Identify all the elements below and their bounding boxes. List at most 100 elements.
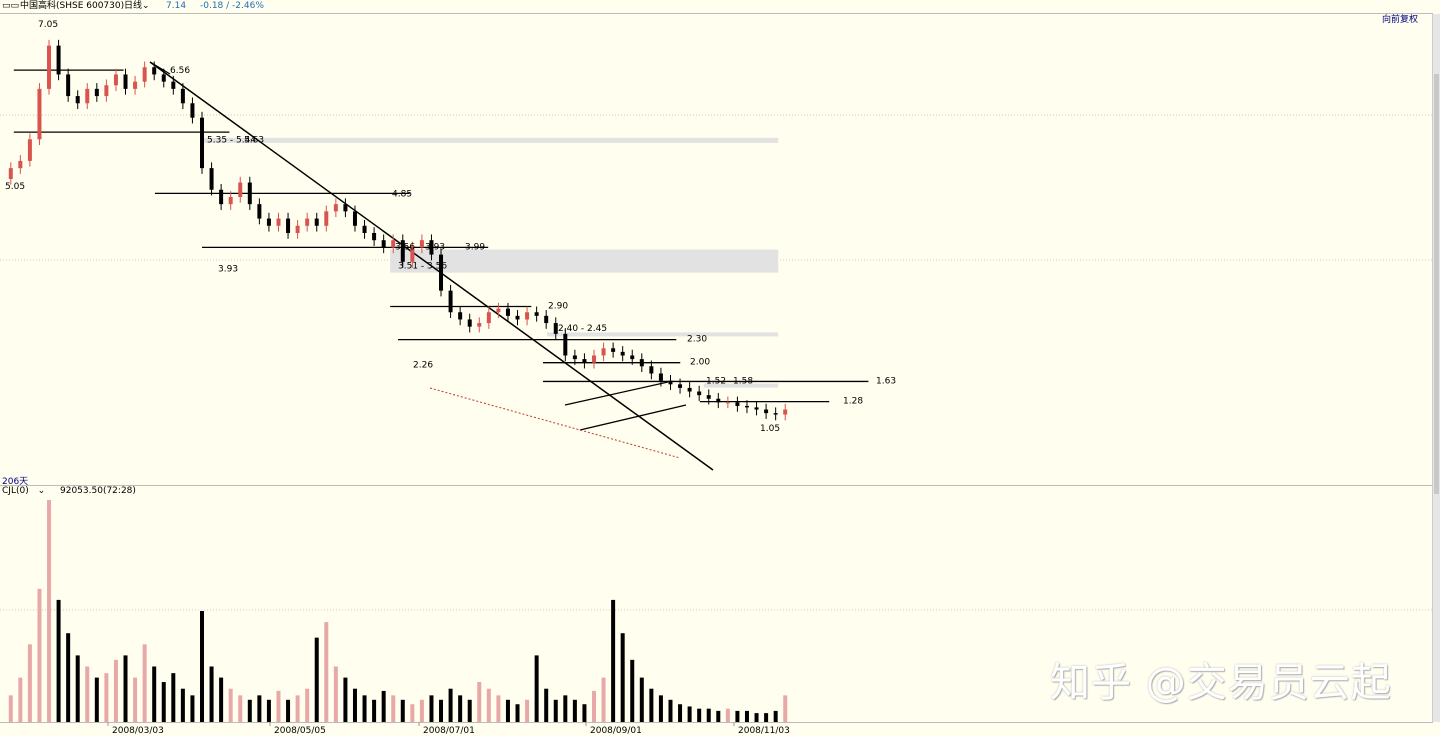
volume-bar [725, 708, 730, 722]
time-axis-label: 2008/09/01 [590, 726, 642, 736]
last-price: 7.14 [166, 1, 187, 11]
volume-bar [27, 644, 32, 722]
trend-line-cap [149, 61, 171, 75]
volume-bar [85, 666, 90, 722]
volume-bar [515, 704, 520, 722]
candle-body [496, 308, 501, 313]
period-selector[interactable]: 日线⌄ [124, 0, 150, 13]
price-label: 5.35 - 5.44 [207, 135, 256, 145]
chart-mode-icon[interactable]: ▭▭ [2, 1, 20, 11]
volume-bar [754, 713, 759, 722]
volume-bar [668, 699, 673, 722]
volume-bar [305, 688, 310, 722]
candle-body [668, 380, 673, 385]
candle-body [630, 355, 635, 360]
resistance-zone [390, 249, 779, 273]
adjust-mode-button[interactable]: 向前复权 [1381, 15, 1418, 25]
volume-bar [247, 699, 252, 722]
time-axis-label: 2008/11/03 [738, 726, 790, 736]
volume-bar [534, 655, 539, 722]
scrollbar-thumb[interactable] [1434, 74, 1439, 494]
price-change: -0.18 / -2.46% [200, 1, 264, 11]
candle-body [314, 218, 319, 226]
candle-body [687, 387, 692, 392]
volume-bar [152, 666, 157, 722]
channel-upper-line [564, 381, 669, 406]
candle-body [133, 81, 138, 89]
volume-bar [620, 633, 625, 722]
volume-bar [744, 710, 749, 722]
price-label: 2.90 [548, 301, 568, 311]
candle-body [467, 319, 472, 327]
price-label: 1.05 [760, 424, 780, 434]
volume-bar [773, 710, 778, 722]
volume-bar [563, 695, 568, 722]
volume-bar [343, 677, 348, 722]
chevron-down-icon: ⌄ [37, 486, 46, 496]
candle-body [773, 413, 778, 415]
candle-body [343, 204, 348, 212]
candle-body [94, 88, 99, 97]
candle-body [572, 355, 577, 360]
vertical-scrollbar[interactable] [1432, 14, 1440, 722]
candle-body [8, 168, 13, 179]
candle-body [266, 218, 271, 226]
volume-bar [381, 690, 386, 722]
candle-body [104, 85, 109, 97]
candle-body [305, 218, 310, 226]
resistance-zone [703, 383, 779, 388]
candle-body [391, 240, 396, 248]
volume-bar [439, 699, 444, 722]
volume-bar [266, 699, 271, 722]
candle-body [161, 74, 166, 82]
volume-bar [161, 682, 166, 722]
volume-bar [113, 659, 118, 722]
candle-body [37, 88, 42, 140]
volume-bar [410, 704, 415, 722]
candle-body [649, 366, 654, 374]
volume-bar [783, 695, 788, 722]
candle-body [362, 225, 367, 233]
watermark-text: 知乎 @交易员云起 [1050, 660, 1392, 706]
candle-body [553, 323, 558, 334]
volume-bar [477, 682, 482, 722]
price-label: 2.00 [690, 358, 710, 368]
indicator-selector[interactable]: CJL(0) ⌄ [2, 486, 51, 496]
candle-body [171, 81, 176, 89]
volume-bar [419, 699, 424, 722]
volume-bar [56, 599, 61, 722]
volume-bar [352, 688, 357, 722]
volume-bar [525, 699, 530, 722]
volume-bar [190, 695, 195, 722]
volume-bar [372, 699, 377, 722]
candle-body [85, 88, 90, 104]
price-label: 5.05 [5, 182, 25, 192]
candle-body [238, 182, 243, 197]
candle-body [525, 312, 530, 320]
volume-bar [75, 655, 80, 722]
candle-body [180, 88, 185, 104]
volume-bar [18, 677, 23, 722]
price-label: 3.56 [395, 242, 415, 252]
candle-body [419, 240, 424, 248]
candle-body [439, 254, 444, 291]
candle-body [592, 355, 596, 363]
candle-body [505, 308, 510, 316]
candle-body [75, 96, 80, 104]
volume-bar [94, 677, 99, 722]
candle-body [152, 67, 157, 75]
candle-body [620, 351, 625, 356]
volume-bar [601, 677, 606, 722]
price-label: 2.30 [687, 335, 707, 345]
volume-bar [611, 599, 616, 722]
volume-bar [735, 710, 740, 722]
price-label: 6.56 [170, 66, 190, 76]
volume-bar [400, 699, 405, 722]
candle-body [286, 218, 291, 233]
price-label: 1.28 [843, 397, 863, 407]
volume-bar [219, 677, 224, 722]
volume-bar [716, 710, 721, 722]
candle-body [697, 391, 702, 396]
volume-bar [429, 695, 434, 722]
